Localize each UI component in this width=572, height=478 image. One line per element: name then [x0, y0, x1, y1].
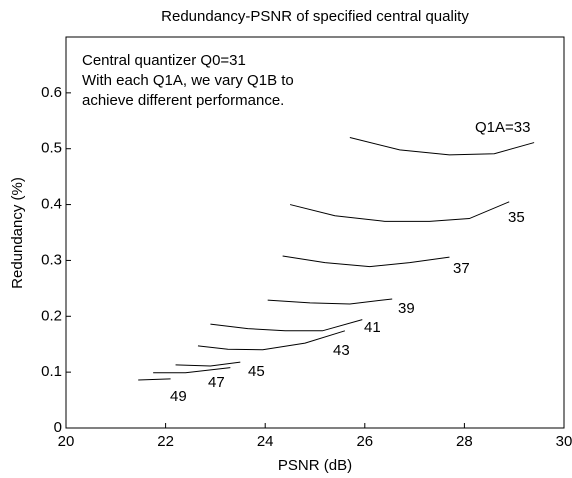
- y-tick-label: 0.1: [41, 363, 62, 380]
- series-label: 41: [364, 319, 381, 336]
- annotation: With each Q1A, we vary Q1B to: [82, 72, 294, 89]
- y-tick-label: 0.4: [41, 196, 62, 213]
- annotation: Central quantizer Q0=31: [82, 52, 246, 69]
- y-tick-label: 0.2: [41, 307, 62, 324]
- series-label: 43: [333, 342, 350, 359]
- annotation: achieve different performance.: [82, 92, 284, 109]
- x-tick-label: 20: [58, 433, 75, 450]
- y-tick-label: 0: [54, 419, 62, 436]
- x-tick-label: 26: [356, 433, 373, 450]
- series-line: [267, 298, 393, 305]
- series-line: [282, 255, 450, 268]
- series-label: 45: [248, 363, 265, 380]
- series-label: 47: [208, 374, 225, 391]
- x-tick-label: 22: [157, 433, 174, 450]
- series-label: Q1A=33: [475, 119, 530, 136]
- x-tick-label: 30: [556, 433, 572, 450]
- series-label: 49: [170, 388, 187, 405]
- series-line: [349, 137, 535, 156]
- series-label: 39: [398, 300, 415, 317]
- x-tick-label: 28: [456, 433, 473, 450]
- y-tick-label: 0.6: [41, 84, 62, 101]
- y-tick-label: 0.5: [41, 140, 62, 157]
- series-line: [153, 367, 231, 374]
- chart-title: Redundancy-PSNR of specified central qua…: [161, 8, 469, 25]
- x-axis-label: PSNR (dB): [278, 457, 352, 474]
- series-line: [289, 201, 510, 222]
- y-tick-label: 0.3: [41, 251, 62, 268]
- series-label: 35: [508, 209, 525, 226]
- y-axis-label: Redundancy (%): [9, 177, 26, 289]
- series-label: 37: [453, 260, 470, 277]
- series-line: [138, 378, 171, 381]
- series-line: [197, 330, 346, 351]
- plot-frame: [65, 36, 565, 429]
- series-line: [175, 361, 241, 367]
- x-tick-label: 24: [257, 433, 274, 450]
- series-line: [210, 319, 363, 332]
